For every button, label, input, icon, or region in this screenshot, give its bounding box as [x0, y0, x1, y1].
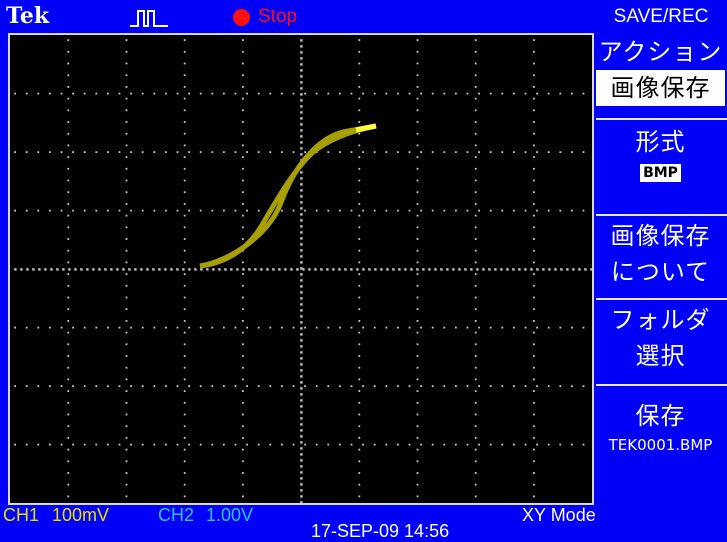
- ch1-label: CH1: [3, 505, 40, 525]
- run-state-indicator-icon: [233, 9, 250, 26]
- xy-trace-loop: [199, 123, 377, 269]
- menu-divider: [596, 298, 727, 300]
- ch1-scale: 100mV: [52, 505, 110, 525]
- format-menu-button[interactable]: 形式 BMP: [596, 124, 725, 212]
- menu-divider: [596, 214, 727, 216]
- xy-trace-highlight: [355, 123, 377, 133]
- about-line1: 画像保存: [610, 222, 711, 250]
- menu-divider: [596, 384, 727, 386]
- top-status-bar: Tek Stop SAVE/REC: [0, 0, 727, 34]
- format-value: BMP: [640, 164, 681, 182]
- menu-title: SAVE/REC: [613, 6, 709, 27]
- date-time: 17-SEP-09 14:56: [311, 521, 450, 541]
- save-button[interactable]: 保存 TEK0001.BMP: [596, 398, 725, 498]
- save-filename: TEK0001.BMP: [608, 436, 713, 454]
- folder-line1: フォルダ: [610, 306, 711, 334]
- xy-trace: [199, 123, 377, 269]
- graticule: [14, 39, 592, 503]
- about-line2: について: [610, 258, 711, 286]
- ch2-label: CH2: [158, 505, 195, 525]
- bottom-status-bar: CH1 100mV CH2 1.00V XY Mode 17-SEP-09 14…: [0, 505, 727, 542]
- menu-divider: [596, 118, 727, 120]
- waveform-display: [8, 33, 594, 505]
- run-state-text: Stop: [258, 6, 298, 27]
- trigger-waveform-icon: [130, 10, 168, 27]
- ch2-scale: 1.00V: [206, 505, 254, 525]
- action-label: アクション: [598, 38, 723, 66]
- brand-logo: Tek: [6, 3, 50, 29]
- select-folder-button[interactable]: フォルダ 選択: [596, 302, 725, 382]
- action-menu-button[interactable]: アクション 画像保存: [596, 34, 725, 118]
- side-menu: アクション 画像保存 形式 BMP 画像保存 について フォルダ 選択 保存 T…: [596, 34, 727, 499]
- about-image-save-button[interactable]: 画像保存 について: [596, 218, 725, 298]
- action-value: 画像保存: [596, 70, 725, 106]
- format-label: 形式: [635, 128, 686, 156]
- save-label: 保存: [635, 402, 686, 430]
- display-mode: XY Mode: [522, 505, 596, 525]
- folder-line2: 選択: [635, 342, 686, 370]
